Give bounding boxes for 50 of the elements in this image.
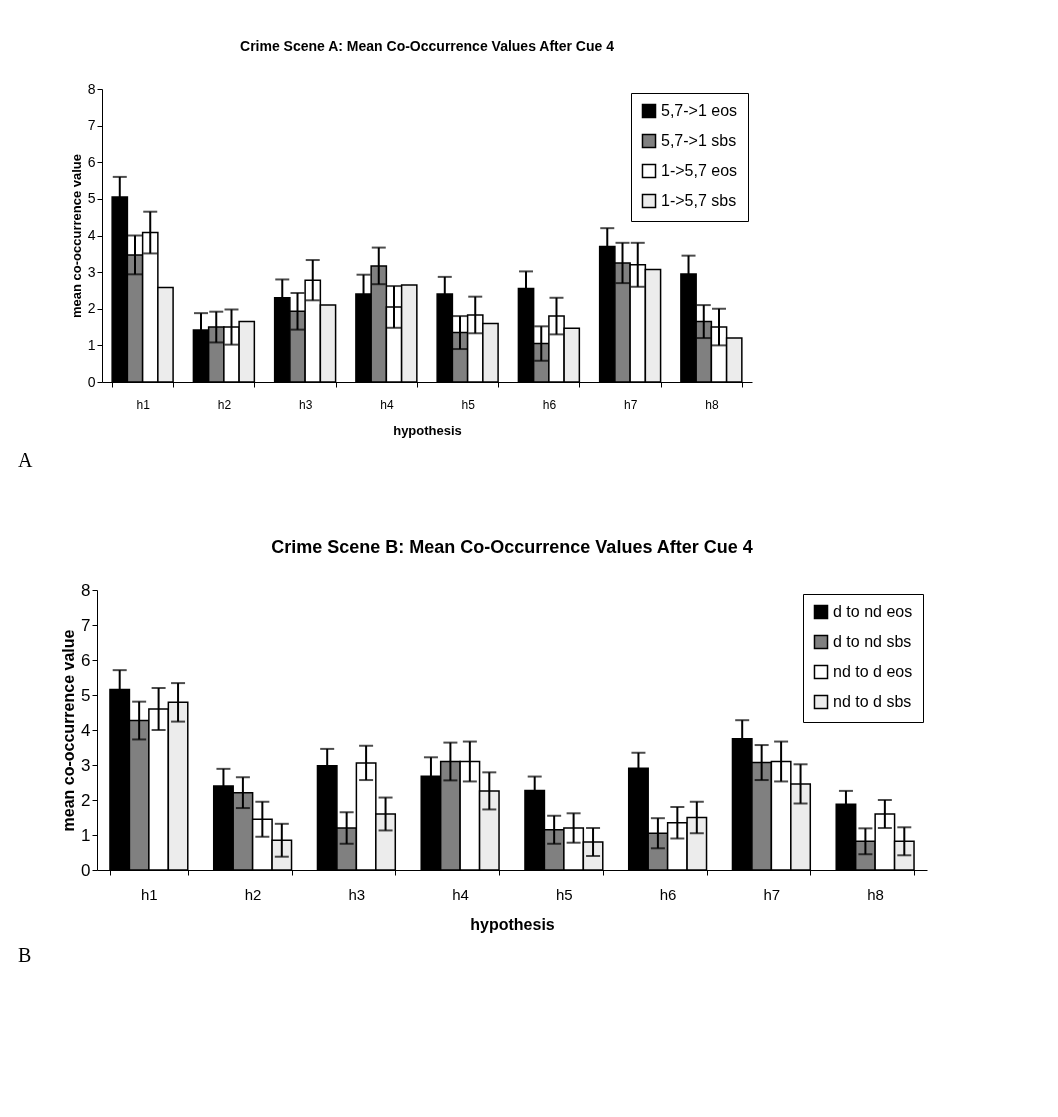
x-axis-title: hypothesis <box>470 915 555 933</box>
x-tick-label: h8 <box>867 885 884 903</box>
y-tick-label: 2 <box>87 300 96 317</box>
x-tick-label: h2 <box>217 397 232 412</box>
legend-label: nd to d sbs <box>833 693 912 710</box>
legend-label: nd to d eos <box>833 663 913 680</box>
legend-label: d to nd sbs <box>833 633 912 650</box>
legend-label: 5,7->1 sbs <box>661 132 737 149</box>
legend-label: 1->5,7 eos <box>661 162 738 179</box>
y-tick-label: 4 <box>81 720 91 740</box>
y-tick-label: 6 <box>81 650 91 670</box>
y-tick-label: 7 <box>81 615 91 635</box>
y-tick-label: 3 <box>87 263 96 280</box>
x-tick-label: h8 <box>705 397 719 412</box>
legend-label: 1->5,7 sbs <box>661 192 737 209</box>
x-tick-label: h4 <box>380 397 394 412</box>
x-tick-label: h3 <box>298 397 313 412</box>
y-tick-label: 1 <box>81 825 91 845</box>
y-tick-label: 6 <box>87 153 96 170</box>
y-tick-label: 8 <box>87 80 96 97</box>
x-tick-label: h1 <box>141 885 158 903</box>
y-axis-title: mean co-occurrence value <box>60 629 78 832</box>
chart-title: Crime Scene A: Mean Co-Occurrence Values After Cue 4 <box>240 38 615 54</box>
x-tick-label: h6 <box>659 885 677 903</box>
text: A <box>17 449 34 473</box>
text: B <box>17 944 33 968</box>
x-tick-label: h2 <box>244 885 262 903</box>
x-axis-title: hypothesis <box>393 422 462 438</box>
x-tick-label: h5 <box>461 397 476 412</box>
y-tick-label: 5 <box>87 190 96 207</box>
y-axis-title: mean co-occurrence value <box>68 153 84 319</box>
y-tick-label: 0 <box>81 860 91 880</box>
chart-title: Crime Scene B: Mean Co-Occurrence Values After Cue 4 <box>271 537 753 557</box>
y-tick-label: 7 <box>87 117 96 134</box>
x-tick-label: h7 <box>623 397 638 412</box>
y-tick-label: 8 <box>81 580 91 600</box>
y-tick-label: 1 <box>87 336 96 353</box>
x-tick-label: h4 <box>452 885 469 903</box>
x-tick-label: h3 <box>348 885 366 903</box>
legend-label: 5,7->1 eos <box>661 102 738 119</box>
x-tick-label: h5 <box>556 885 573 903</box>
x-tick-label: h6 <box>542 397 557 412</box>
y-tick-label: 5 <box>81 685 91 705</box>
x-tick-label: h7 <box>763 885 781 903</box>
y-tick-label: 3 <box>81 755 91 775</box>
x-tick-label: h1 <box>136 397 151 412</box>
legend-label: d to nd eos <box>833 603 913 620</box>
y-tick-label: 2 <box>81 790 91 810</box>
y-tick-label: 0 <box>87 373 96 390</box>
y-tick-label: 4 <box>87 227 96 243</box>
